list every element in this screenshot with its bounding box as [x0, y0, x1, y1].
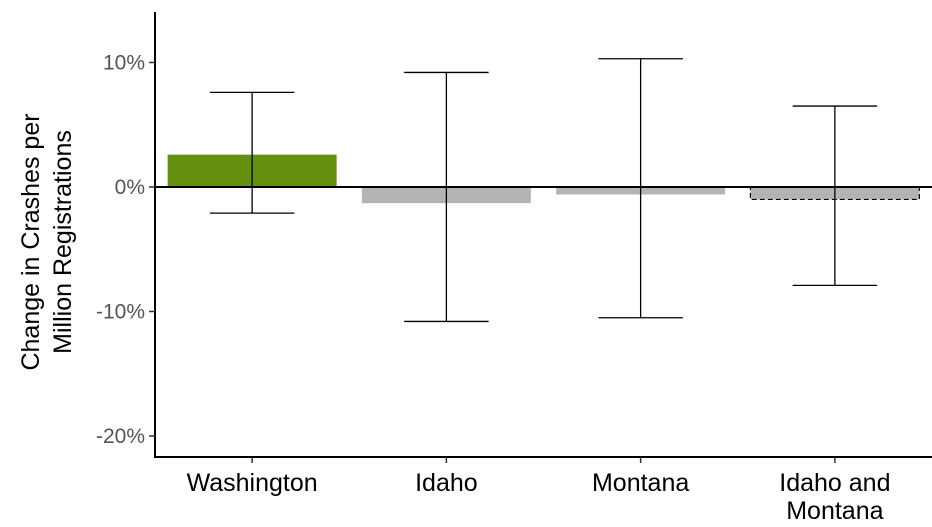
y-axis-title: Change in Crashes per Million Registrati… [17, 113, 77, 370]
error-bars-group [209, 58, 878, 323]
x-tick-label-3-line-2: Montana [786, 497, 883, 525]
y-tick-label-0: 10% [103, 52, 145, 75]
error-bar-3 [792, 105, 878, 287]
x-tick-label-1: Idaho [415, 469, 478, 497]
bars-group [167, 154, 920, 204]
y-axis-title-line-2: Million Registrations [49, 130, 77, 354]
y-ticks-group: 10% 0% -10% -20% [96, 52, 155, 448]
error-bar-0 [209, 91, 295, 214]
y-tick-label-3: -20% [96, 425, 145, 448]
y-tick-label-1: 0% [115, 176, 145, 199]
x-tick-label-0: Washington [187, 469, 318, 497]
error-bar-2 [598, 58, 683, 319]
x-tick-label-3: Idaho and [779, 469, 890, 497]
y-axis-title-line-1: Change in Crashes per [17, 113, 45, 370]
x-tick-label-2: Montana [592, 469, 689, 497]
y-tick-label-2: -10% [96, 301, 145, 324]
error-bar-1 [404, 71, 489, 323]
